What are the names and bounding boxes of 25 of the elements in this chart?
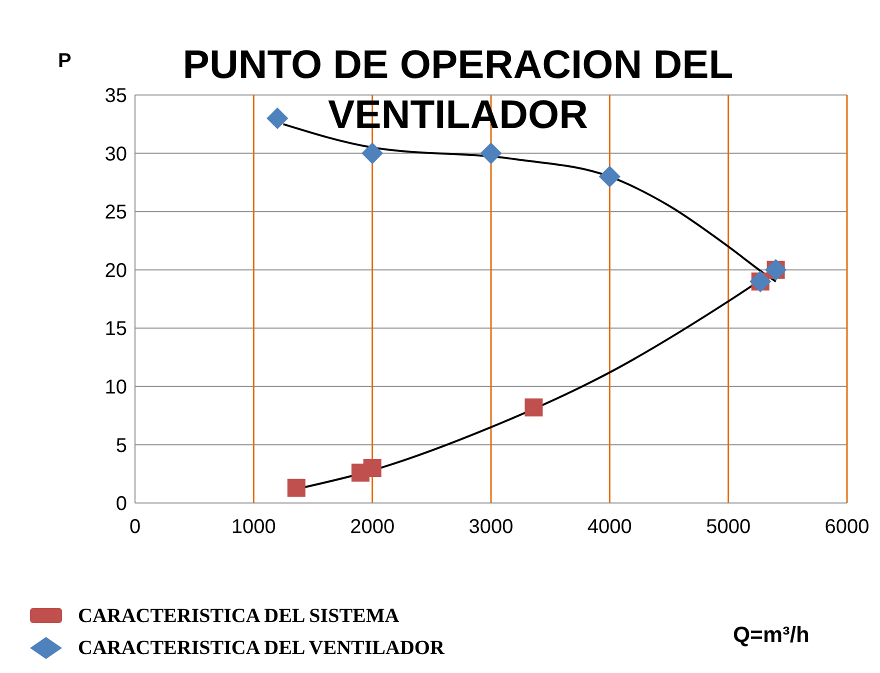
x-tick-label: 1000 [231, 516, 276, 538]
x-axis-title: Q=m³/h [733, 622, 810, 648]
point [362, 142, 384, 164]
y-tick-label: 15 [104, 318, 127, 340]
y-tick-label: 30 [104, 143, 127, 166]
y-tick-label: 35 [104, 85, 127, 108]
x-tick-label: 6000 [824, 516, 870, 538]
x-tick-label: 4000 [587, 516, 632, 538]
y-axis-title: P [58, 50, 72, 73]
point [598, 166, 620, 188]
point [363, 459, 382, 478]
y-tick-label: 10 [104, 376, 127, 399]
point [266, 108, 288, 130]
point [524, 398, 543, 416]
x-tick-label: 3000 [468, 516, 514, 538]
x-tick-label: 5000 [706, 516, 751, 538]
y-tick-label: 5 [116, 434, 127, 457]
x-tick-label: 2000 [350, 516, 395, 538]
y-tick-label: 20 [104, 260, 127, 282]
point [480, 142, 502, 164]
legend-label: CARACTERISTICA DEL SISTEMA [78, 604, 400, 628]
legend-label: CARACTERISTICA DEL VENTILADOR [78, 636, 444, 660]
point [287, 478, 306, 497]
y-tick-label: 0 [116, 493, 127, 516]
y-tick-label: 25 [104, 202, 127, 224]
